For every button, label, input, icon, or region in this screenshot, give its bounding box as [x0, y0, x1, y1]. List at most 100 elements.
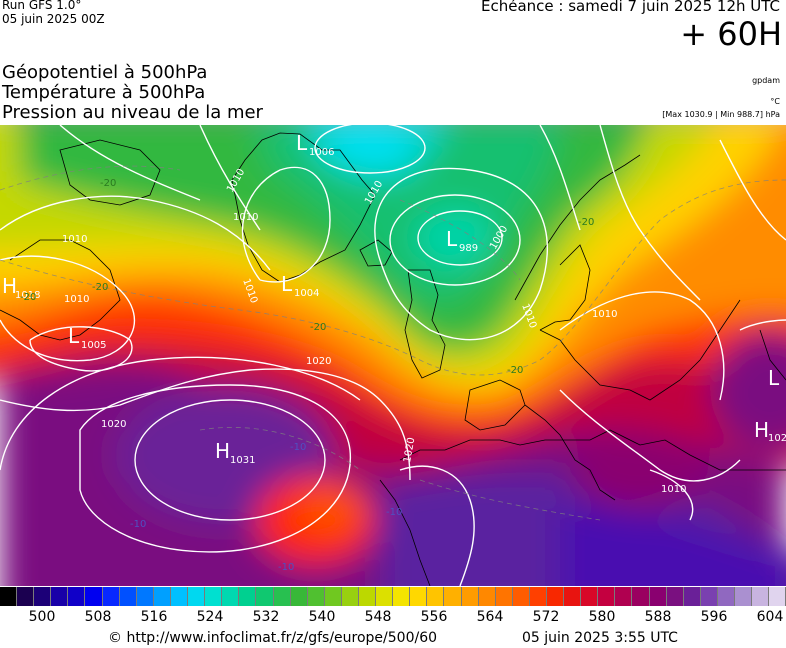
- color-scale-cell: [769, 587, 786, 606]
- color-scale-cell: [153, 587, 171, 606]
- color-scale-cell: [598, 587, 616, 606]
- temperature-label: -20: [92, 282, 108, 293]
- temperature-label: -20: [578, 217, 594, 228]
- temperature-labels: -20 -20 -20 -20 -20 -20 -10 -10 -10 -10: [20, 178, 594, 573]
- color-scale-cell: [461, 587, 479, 606]
- color-scale-cell: [239, 587, 257, 606]
- color-scale-cell: [495, 587, 513, 606]
- temperature-label: -10: [130, 519, 146, 530]
- color-scale-label: 540: [308, 609, 336, 625]
- color-scale-cell: [341, 587, 359, 606]
- color-scale-label: 524: [196, 609, 224, 625]
- high-east-letter: H: [754, 418, 769, 442]
- run-date: 05 juin 2025 00Z: [2, 12, 105, 26]
- color-scale-cell: [136, 587, 154, 606]
- color-scale-cell: [17, 587, 35, 606]
- unit-geopotential: gpdam: [752, 76, 780, 85]
- low-norway-value: 989: [459, 243, 478, 254]
- high-canada-letter: H: [2, 274, 17, 298]
- temperature-label: -10: [290, 442, 306, 453]
- pressure-range: [Max 1030.9 | Min 988.7] hPa: [662, 110, 780, 119]
- temperature-label: -20: [310, 322, 326, 333]
- color-scale-cell: [119, 587, 137, 606]
- isobar-label: 1020: [306, 356, 331, 367]
- color-scale-cell: [222, 587, 240, 606]
- isobar-label: 1010: [62, 234, 87, 245]
- color-scale-cell: [85, 587, 103, 606]
- isobar-label: 1010: [64, 294, 89, 305]
- coastlines: [0, 132, 786, 586]
- color-scale-cell: [51, 587, 69, 606]
- color-scale-cell: [188, 587, 206, 606]
- geopotential-field: [0, 125, 786, 586]
- color-scale-cell: [393, 587, 411, 606]
- color-scale-cell: [290, 587, 308, 606]
- color-scale-label: 596: [700, 609, 728, 625]
- temperature-label: -20: [20, 292, 36, 303]
- low-iceland-value: 1006: [309, 147, 334, 158]
- high-azores-letter: H: [215, 439, 230, 463]
- low-atlantic-letter: L: [68, 324, 80, 348]
- forecast-validity: Echéance : samedi 7 juin 2025 12h UTC: [481, 0, 780, 15]
- color-scale-cell: [358, 587, 377, 606]
- color-scale-label: 604: [756, 609, 784, 625]
- color-scale-label: 580: [588, 609, 616, 625]
- color-scale-label: 508: [84, 609, 112, 625]
- color-scale-label: 572: [532, 609, 560, 625]
- color-scale-cell: [34, 587, 52, 606]
- color-scale-cell: [700, 587, 718, 606]
- lead-time: + 60H: [680, 15, 782, 53]
- isobar-label: 1010: [661, 484, 686, 495]
- high-canada-value: 1018: [15, 290, 40, 301]
- title-temperature: Température à 500hPa: [2, 82, 206, 103]
- color-scale-cell: [649, 587, 667, 606]
- generation-date: 05 juin 2025 3:55 UTC: [522, 630, 678, 646]
- title-geopotential: Géopotentiel à 500hPa: [2, 62, 208, 83]
- color-scale-labels: 500 508 516 524 532 540 548 556 564 572 580 588 596 6…: [0, 609, 786, 627]
- temperature-label: -10: [386, 507, 402, 518]
- color-scale-label: 588: [644, 609, 672, 625]
- temperature-isolines: [0, 165, 786, 521]
- color-scale-cell: [581, 587, 599, 606]
- color-scale-cell: [717, 587, 736, 606]
- isobar-label: 1010: [592, 309, 617, 320]
- color-scale-cell: [564, 587, 582, 606]
- color-scale-label: 564: [476, 609, 504, 625]
- color-scale-label: 516: [140, 609, 168, 625]
- source-credit: © http://www.infoclimat.fr/z/gfs/europe/…: [108, 630, 438, 646]
- temperature-label: -10: [278, 562, 294, 573]
- color-scale-cell: [444, 587, 462, 606]
- color-scale-cell: [273, 587, 291, 606]
- color-scale-cell: [376, 587, 394, 606]
- color-scale-cell: [256, 587, 274, 606]
- low-east-letter: L: [768, 366, 780, 390]
- temperature-label: -20: [507, 365, 523, 376]
- color-scale-label: 500: [28, 609, 56, 625]
- low-atlantic-value: 1005: [81, 340, 106, 351]
- color-scale-cell: [324, 587, 342, 606]
- isobar-label: 1010: [233, 212, 258, 223]
- weather-map: L 1006 L 989 L 1004 H 1018 L 1005 H 1031…: [0, 125, 786, 586]
- color-scale-cell: [735, 587, 753, 606]
- color-scale-cell: [427, 587, 445, 606]
- high-azores-value: 1031: [230, 455, 255, 466]
- color-scale: [0, 587, 786, 606]
- color-scale-cell: [632, 587, 650, 606]
- unit-temperature: °C: [770, 97, 780, 106]
- isobar-label: 1020: [402, 437, 417, 464]
- color-scale-cell: [410, 587, 428, 606]
- color-scale-cell: [307, 587, 325, 606]
- isobar-label: 1020: [101, 419, 126, 430]
- isobars: [0, 125, 786, 586]
- color-scale-cell: [547, 587, 565, 606]
- color-scale-label: 548: [364, 609, 392, 625]
- color-scale-cell: [478, 587, 496, 606]
- title-pressure: Pression au niveau de la mer: [2, 102, 263, 123]
- run-title: Run GFS 1.0°: [2, 0, 82, 12]
- color-scale-cell: [0, 587, 18, 606]
- low-iceland-letter: L: [296, 131, 308, 155]
- color-scale-cell: [529, 587, 547, 606]
- color-scale-cell: [68, 587, 86, 606]
- high-east-value: 102: [768, 433, 786, 444]
- temperature-label: -20: [100, 178, 116, 189]
